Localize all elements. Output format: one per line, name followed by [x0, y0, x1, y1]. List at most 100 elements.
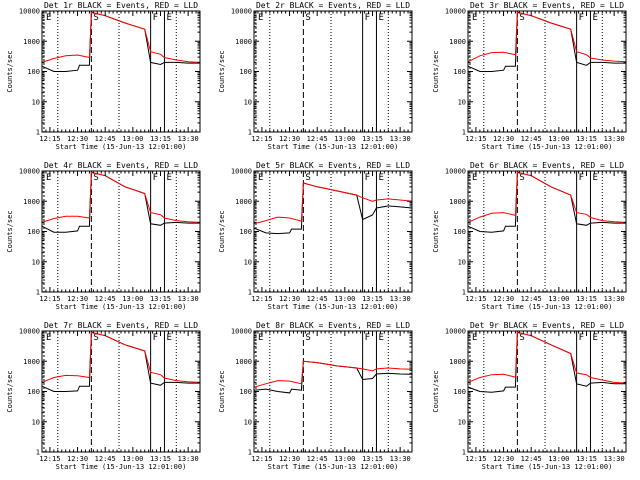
- y-axis-label: Counts/sec: [218, 210, 226, 252]
- x-tick-label: 13:30: [178, 295, 199, 303]
- y-axis-label: Counts/sec: [432, 50, 440, 92]
- y-tick-label: 10: [244, 258, 252, 266]
- y-tick-label: 10: [244, 98, 252, 106]
- event-marker-label: F: [365, 173, 370, 183]
- x-tick-label: 13:15: [362, 295, 383, 303]
- y-tick-label: 10000: [19, 8, 40, 16]
- panel-title: Det 6r BLACK = Events, RED = LLD: [470, 161, 624, 170]
- x-tick-label: 13:15: [362, 455, 383, 463]
- x-tick-label: 12:30: [279, 135, 300, 143]
- x-tick-label: 13:30: [178, 455, 199, 463]
- event-marker-label: E: [378, 13, 383, 23]
- y-axis-label: Counts/sec: [218, 50, 226, 92]
- y-tick-label: 1: [248, 129, 252, 137]
- event-marker-label: F: [365, 333, 370, 343]
- x-tick-label: 13:00: [122, 455, 143, 463]
- panel-title: Det 2r BLACK = Events, RED = LLD: [256, 1, 410, 10]
- x-axis-label: Start Time (15-Jun-13 12:01:00): [268, 463, 399, 471]
- panel-title: Det 9r BLACK = Events, RED = LLD: [470, 321, 624, 330]
- y-tick-label: 100: [453, 68, 466, 76]
- x-tick-label: 12:45: [307, 135, 328, 143]
- lld-series-line: [467, 331, 627, 384]
- y-tick-label: 10000: [19, 168, 40, 176]
- event-marker-label: F: [365, 13, 370, 23]
- event-marker-label: S: [93, 173, 98, 183]
- y-tick-label: 1000: [235, 358, 252, 366]
- event-marker-label: E: [472, 333, 477, 343]
- x-tick-label: 12:15: [39, 295, 60, 303]
- x-tick-label: 12:45: [95, 295, 116, 303]
- event-marker-label: E: [166, 13, 171, 23]
- x-tick-label: 13:00: [548, 135, 569, 143]
- y-tick-label: 100: [27, 388, 40, 396]
- x-tick-label: 12:30: [67, 455, 88, 463]
- y-axis-label: Counts/sec: [218, 370, 226, 412]
- x-axis-label: Start Time (15-Jun-13 12:01:00): [482, 303, 613, 311]
- event-marker-label: E: [592, 173, 597, 183]
- event-marker-label: S: [519, 333, 524, 343]
- y-tick-label: 1: [462, 289, 466, 297]
- lld-series-line: [253, 360, 413, 388]
- lld-series-line: [41, 331, 201, 383]
- x-tick-label: 13:15: [150, 135, 171, 143]
- event-marker-label: F: [153, 13, 158, 23]
- event-marker-label: E: [258, 13, 263, 23]
- x-tick-label: 12:15: [39, 455, 60, 463]
- y-tick-label: 1: [36, 129, 40, 137]
- x-tick-label: 12:15: [465, 295, 486, 303]
- event-marker-label: S: [305, 173, 310, 183]
- x-tick-label: 13:00: [548, 455, 569, 463]
- event-marker-label: E: [46, 333, 51, 343]
- x-tick-label: 13:15: [576, 455, 597, 463]
- event-marker-label: S: [305, 333, 310, 343]
- lld-series-line: [467, 171, 627, 223]
- event-marker-label: E: [472, 13, 477, 23]
- y-tick-label: 1000: [23, 38, 40, 46]
- event-marker-label: S: [93, 13, 98, 23]
- x-tick-label: 13:30: [604, 135, 625, 143]
- lld-series-line: [467, 11, 627, 63]
- y-tick-label: 10000: [445, 8, 466, 16]
- y-tick-label: 1: [462, 449, 466, 457]
- y-tick-label: 10: [458, 258, 466, 266]
- x-tick-label: 13:00: [122, 295, 143, 303]
- event-marker-label: E: [378, 333, 383, 343]
- y-tick-label: 1000: [23, 358, 40, 366]
- x-tick-label: 12:45: [521, 295, 542, 303]
- x-tick-label: 13:00: [334, 295, 355, 303]
- panel-title: Det 4r BLACK = Events, RED = LLD: [44, 161, 198, 170]
- x-tick-label: 12:30: [279, 455, 300, 463]
- y-tick-label: 100: [27, 228, 40, 236]
- y-tick-label: 1: [36, 449, 40, 457]
- y-tick-label: 1000: [449, 38, 466, 46]
- y-tick-label: 1: [462, 129, 466, 137]
- x-tick-label: 13:30: [604, 455, 625, 463]
- x-tick-label: 13:00: [334, 455, 355, 463]
- y-tick-label: 1: [36, 289, 40, 297]
- y-tick-label: 10: [458, 98, 466, 106]
- x-tick-label: 12:30: [67, 135, 88, 143]
- event-marker-label: E: [472, 173, 477, 183]
- event-marker-label: E: [46, 13, 51, 23]
- x-tick-label: 13:15: [150, 455, 171, 463]
- event-marker-label: S: [519, 173, 524, 183]
- x-tick-label: 13:00: [548, 295, 569, 303]
- x-tick-label: 12:45: [95, 455, 116, 463]
- y-tick-label: 10000: [231, 168, 252, 176]
- x-tick-label: 12:30: [279, 295, 300, 303]
- x-tick-label: 12:30: [67, 295, 88, 303]
- event-marker-label: S: [519, 13, 524, 23]
- x-tick-label: 13:15: [362, 135, 383, 143]
- y-tick-label: 100: [239, 228, 252, 236]
- event-marker-label: F: [579, 173, 584, 183]
- x-tick-label: 12:30: [493, 135, 514, 143]
- panel-title: Det 3r BLACK = Events, RED = LLD: [470, 1, 624, 10]
- events-series-line: [467, 331, 626, 393]
- y-axis-label: Counts/sec: [432, 210, 440, 252]
- x-tick-label: 13:30: [390, 135, 411, 143]
- y-axis-label: Counts/sec: [6, 50, 14, 92]
